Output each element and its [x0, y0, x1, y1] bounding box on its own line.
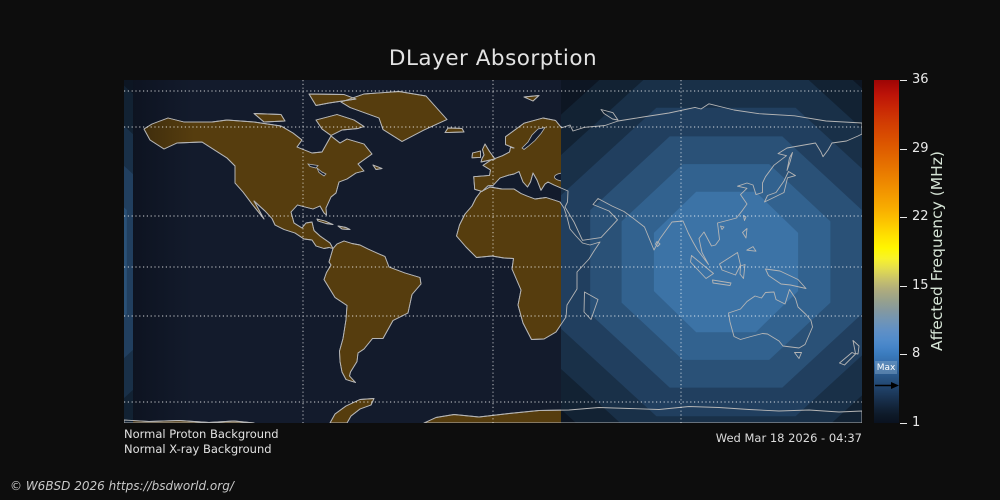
sakhalin	[786, 152, 793, 171]
ireland	[471, 150, 481, 159]
colorbar-tick-label: 8	[912, 346, 921, 362]
absorption-contours-wrap	[124, 80, 133, 423]
contour-ring-7mhz	[653, 191, 799, 333]
status-text: Normal Proton Background Normal X-ray Ba…	[124, 427, 279, 457]
hispaniola	[337, 225, 351, 230]
hainan	[720, 225, 725, 230]
madagascar	[583, 291, 599, 320]
sumatra	[690, 255, 714, 279]
colorbar-tick	[900, 354, 907, 356]
antarctica	[423, 406, 862, 423]
max-marker-label: Max	[875, 361, 897, 374]
antarctica-west	[124, 419, 255, 423]
newfoundland	[372, 164, 383, 170]
night-shade-west	[124, 80, 194, 423]
proton-status: Normal Proton Background	[124, 427, 279, 441]
world-map-svg	[124, 80, 862, 423]
colorbar-tick	[900, 148, 907, 150]
great-lakes	[307, 163, 319, 169]
coastlines-overlay	[124, 91, 862, 423]
arctic-island	[315, 114, 365, 136]
xray-status: Normal X-ray Background	[124, 442, 272, 456]
baltic-sea	[521, 126, 546, 150]
cuba	[316, 218, 334, 225]
tasmania	[794, 352, 802, 359]
antarctic-peninsula	[329, 398, 375, 423]
colorbar-tick-label: 1	[912, 415, 921, 431]
copyright-footer: © W6BSD 2026 https://bsdworld.org/	[10, 479, 234, 493]
absorption-map	[124, 80, 862, 423]
arctic-island	[253, 113, 286, 123]
colorbar-tick	[900, 285, 907, 287]
luzon	[742, 228, 748, 239]
north-america	[143, 117, 373, 249]
arctic-island	[308, 93, 357, 106]
colorbar-tick	[900, 217, 907, 219]
svalbard	[523, 95, 540, 102]
greenland	[340, 91, 448, 142]
south-america	[323, 240, 422, 383]
borneo	[719, 252, 741, 276]
new-zealand-north	[852, 340, 860, 355]
novaya-zemlya	[600, 109, 619, 121]
sri-lanka	[655, 241, 661, 247]
japan	[764, 171, 796, 203]
taiwan	[743, 215, 747, 221]
graticule	[124, 80, 862, 423]
new-guinea	[765, 268, 807, 289]
mindanao	[746, 246, 757, 252]
absorption-contours	[561, 80, 862, 423]
new-zealand-south	[839, 352, 856, 366]
africa	[456, 186, 601, 340]
colorbar	[874, 80, 899, 423]
map-timestamp: Wed Mar 18 2026 - 04:37	[715, 431, 862, 445]
max-marker-arrow-icon	[875, 375, 899, 389]
iceland	[444, 127, 465, 134]
colorbar-axis-label: Affected Frequency (MHz)	[928, 151, 946, 352]
sulawesi	[739, 264, 746, 279]
page-title: DLayer Absorption	[388, 46, 598, 71]
colorbar-tick	[900, 423, 907, 424]
great-britain	[480, 143, 496, 163]
australia	[728, 289, 813, 349]
contour-ring-5mhz	[124, 207, 127, 317]
colorbar-tick	[900, 80, 907, 81]
java	[712, 279, 732, 286]
great-lakes	[316, 167, 327, 177]
